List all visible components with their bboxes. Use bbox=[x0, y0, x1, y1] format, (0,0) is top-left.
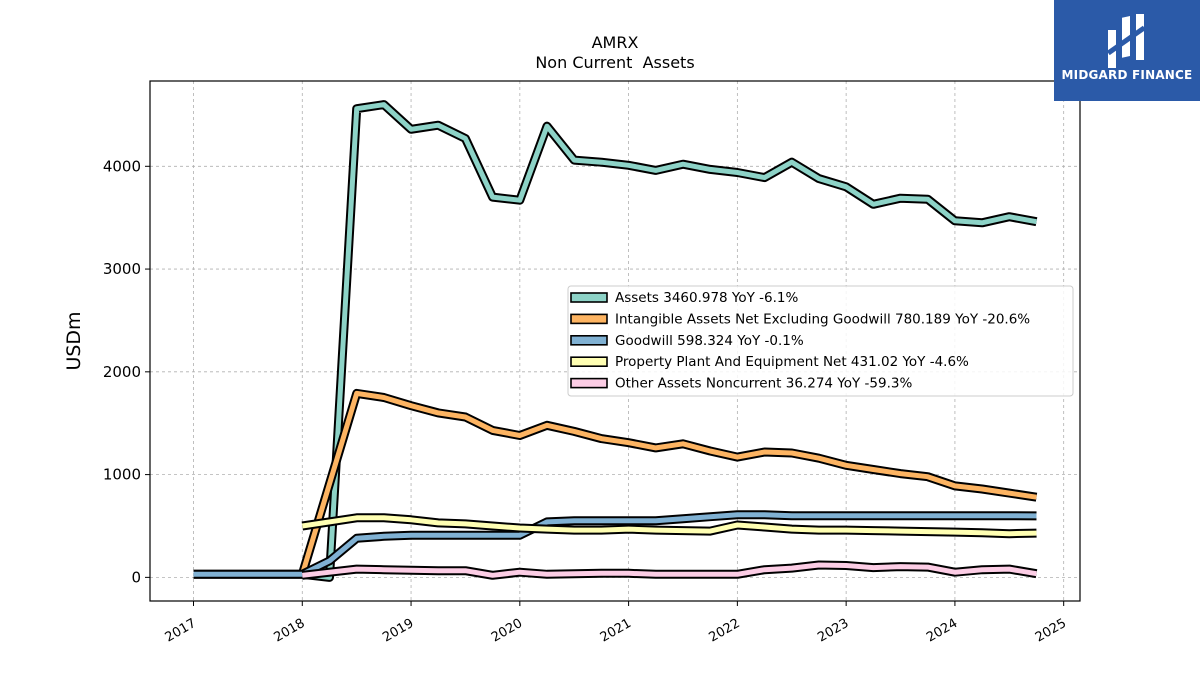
x-tick-label: 2023 bbox=[815, 616, 851, 646]
legend-swatch-1 bbox=[570, 313, 608, 325]
legend-swatch-2 bbox=[570, 334, 608, 346]
series-line-0 bbox=[193, 102, 1037, 580]
series-line-outline-1 bbox=[297, 388, 1038, 576]
midgard-logo-icon bbox=[1106, 14, 1146, 68]
x-tick-label: 2025 bbox=[1033, 616, 1069, 646]
series-group bbox=[193, 100, 1038, 582]
series-line-4 bbox=[302, 562, 1037, 578]
legend-label-4: Other Assets Noncurrent 36.274 YoY -59.3… bbox=[615, 376, 912, 392]
y-tick-label: 1000 bbox=[103, 466, 141, 484]
x-tick-label: 2021 bbox=[598, 616, 634, 646]
legend-box bbox=[567, 285, 1074, 397]
series-line-2 bbox=[193, 512, 1037, 577]
series-line-1 bbox=[299, 390, 1037, 576]
plot-frame bbox=[149, 80, 1081, 602]
y-axis-label: USDm bbox=[63, 311, 85, 370]
y-tick-label: 4000 bbox=[103, 157, 141, 175]
legend-label-3: Property Plant And Equipment Net 431.02 … bbox=[615, 354, 969, 370]
brand-name: MIDGARD FINANCE bbox=[1061, 68, 1193, 82]
legend: Assets 3460.978 YoY -6.1% Intangible Asse… bbox=[567, 285, 1074, 397]
chart-title: AMRX bbox=[592, 33, 639, 52]
legend-label-1: Intangible Assets Net Excluding Goodwill… bbox=[615, 311, 1030, 327]
legend-swatch-3 bbox=[570, 356, 608, 368]
x-tick-label: 2017 bbox=[163, 616, 199, 646]
legend-label-2: Goodwill 598.324 YoY -0.1% bbox=[615, 333, 804, 349]
legend-swatch-4 bbox=[570, 377, 608, 389]
y-tick-label: 0 bbox=[131, 568, 141, 586]
y-tick-label: 3000 bbox=[103, 260, 141, 278]
x-tick-label: 2018 bbox=[271, 616, 307, 646]
x-tick-label: 2019 bbox=[380, 616, 416, 646]
legend-swatch-0 bbox=[570, 292, 608, 303]
x-tick-label: 2024 bbox=[924, 616, 960, 646]
series-line-3 bbox=[301, 515, 1037, 537]
x-tick-label: 2022 bbox=[707, 616, 743, 646]
y-tick-label: 2000 bbox=[103, 363, 141, 381]
brand-logo: MIDGARD FINANCE bbox=[1054, 0, 1200, 101]
legend-label-0: Assets 3460.978 YoY -6.1% bbox=[615, 290, 799, 306]
x-tick-label: 2020 bbox=[489, 616, 525, 646]
chart-subtitle: Non Current Assets bbox=[535, 53, 694, 72]
